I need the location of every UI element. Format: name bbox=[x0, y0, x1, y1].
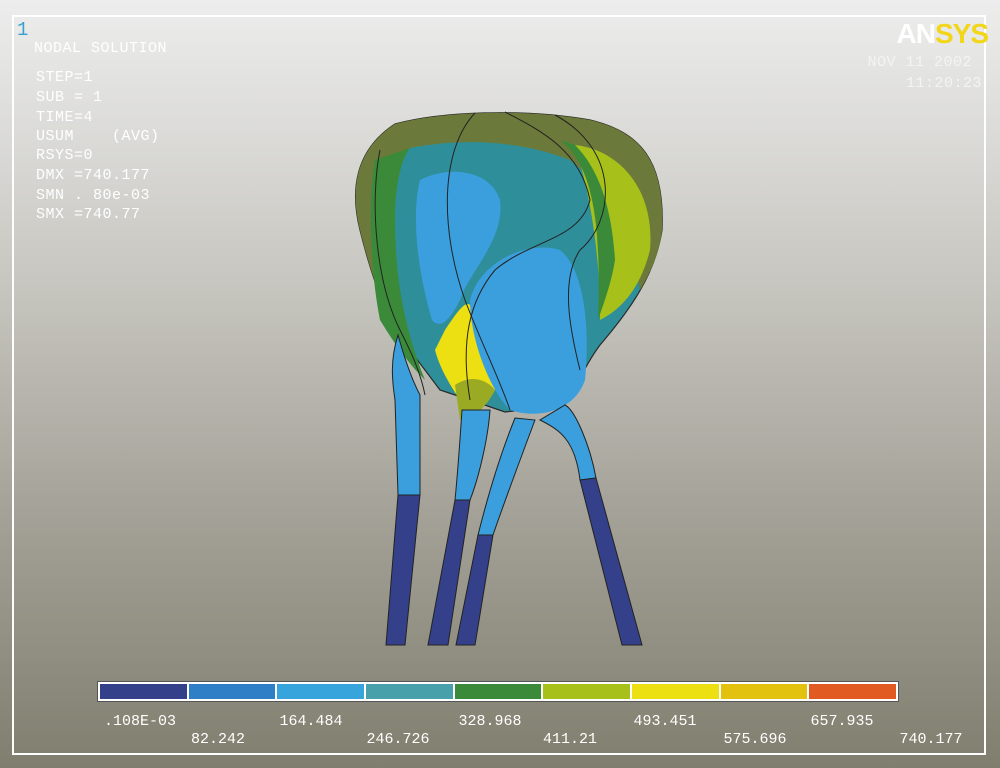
logo-part-an: AN bbox=[896, 18, 936, 49]
right-blue-lobe bbox=[470, 247, 587, 414]
info-time: TIME=4 bbox=[36, 109, 94, 126]
info-sub: SUB = 1 bbox=[36, 89, 103, 106]
info-smn: SMN . 80e-03 bbox=[36, 187, 151, 204]
legend-tick-upper: 493.451 bbox=[633, 713, 697, 730]
legend-tick-upper: 164.484 bbox=[279, 713, 343, 730]
legend-tick-upper: 657.935 bbox=[810, 713, 874, 730]
ansys-logo: ANSYS bbox=[896, 18, 989, 49]
right-green-band bbox=[560, 140, 615, 320]
info-dmx: DMX =740.177 bbox=[36, 167, 151, 184]
legend-tick-lower: 246.726 bbox=[366, 731, 430, 748]
seam-line-1 bbox=[446, 112, 511, 411]
info-smx: SMX =740.77 bbox=[36, 206, 141, 223]
contour-legend-bar bbox=[97, 681, 899, 702]
seam-line-4 bbox=[554, 114, 606, 371]
legend-swatch bbox=[454, 684, 542, 699]
left-green-band bbox=[370, 148, 425, 380]
left-blue-lobe bbox=[415, 171, 501, 324]
legend-tick-lower: 740.177 bbox=[899, 731, 963, 748]
legend-swatch bbox=[809, 684, 897, 699]
time-stamp: 11:20:23 bbox=[905, 75, 982, 92]
info-rsys: RSYS=0 bbox=[36, 147, 94, 164]
legend-swatch bbox=[366, 684, 453, 699]
legend-swatch bbox=[720, 684, 808, 699]
legend-tick-upper: .108E-03 bbox=[103, 713, 177, 730]
leg-2-upper bbox=[454, 409, 491, 501]
date-stamp: NOV 11 2002 bbox=[867, 54, 972, 71]
legend-swatch bbox=[188, 684, 276, 699]
seam-line-2 bbox=[465, 111, 591, 401]
solution-title: NODAL SOLUTION bbox=[34, 40, 168, 57]
legend-swatch bbox=[543, 684, 631, 699]
leg-1-lower bbox=[385, 494, 421, 646]
viewport-frame bbox=[12, 15, 986, 755]
leg-4-upper bbox=[538, 404, 597, 481]
legend-swatch bbox=[632, 684, 719, 699]
logo-part-sys: SYS bbox=[934, 18, 989, 49]
legend-swatch bbox=[277, 684, 365, 699]
legend-tick-upper: 328.968 bbox=[458, 713, 522, 730]
info-usum: USUM (AVG) bbox=[36, 128, 160, 145]
window-number: 1 bbox=[17, 19, 29, 41]
legend-tick-lower: 411.21 bbox=[542, 731, 598, 748]
legend-tick-lower: 82.242 bbox=[190, 731, 246, 748]
seam-line-3 bbox=[374, 149, 426, 396]
leg-2-lower bbox=[427, 499, 471, 646]
info-step: STEP=1 bbox=[36, 69, 94, 86]
legend-tick-lower: 575.696 bbox=[723, 731, 787, 748]
legend-swatch bbox=[100, 684, 187, 699]
leg-3-lower bbox=[455, 534, 494, 646]
leg-4-lower bbox=[579, 477, 643, 646]
